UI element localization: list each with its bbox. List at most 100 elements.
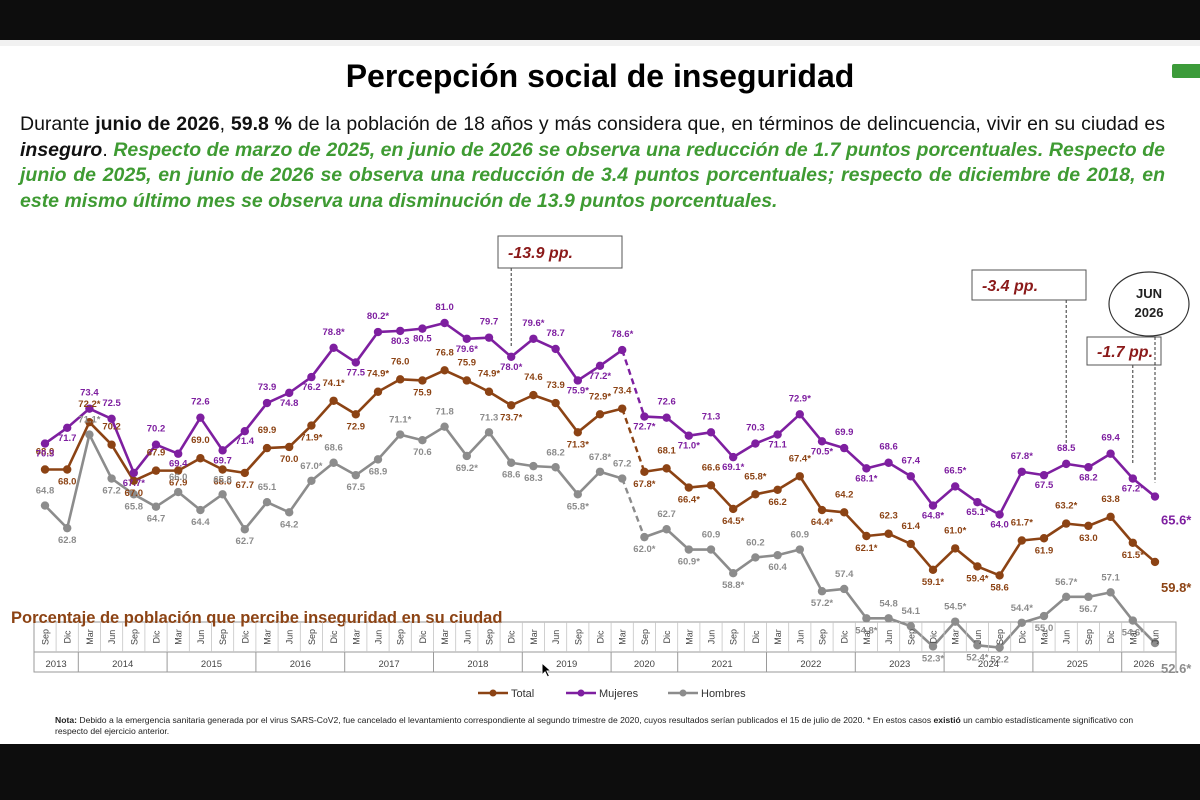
x-tick-label: Dic [929, 630, 939, 643]
data-point-mujeres [418, 324, 427, 333]
data-point-hombres [751, 553, 760, 562]
data-point-hombres [684, 545, 693, 554]
data-point-hombres [285, 508, 294, 517]
year-label: 2013 [46, 659, 67, 670]
data-label-hombres: 60.2 [746, 537, 765, 548]
x-tick-label: Mar [951, 629, 961, 645]
data-point-total [795, 472, 804, 481]
data-point-mujeres [1106, 449, 1115, 458]
x-tick-label: Sep [818, 629, 828, 645]
data-label-total: 68.0 [58, 477, 77, 488]
footnote-label: Nota: [55, 715, 77, 725]
data-label-total: 67.8* [633, 479, 655, 490]
data-label-hombres: 68.6 [502, 470, 521, 481]
data-label-mujeres: 78.8* [323, 327, 345, 338]
data-point-mujeres [640, 412, 649, 421]
data-label-mujeres: 67.4 [902, 455, 921, 466]
data-point-mujeres [973, 497, 982, 507]
intro-inseguro: inseguro [20, 138, 103, 161]
x-tick-label: Jun [107, 630, 117, 645]
x-tick-label: Sep [396, 629, 406, 645]
data-label-hombres: 71.3 [480, 412, 499, 423]
data-point-total [684, 483, 693, 492]
highlight-ellipse [1108, 271, 1190, 337]
data-label-hombres: 62.7 [657, 509, 676, 520]
data-point-mujeres [706, 428, 716, 437]
data-point-total [1084, 521, 1093, 531]
footnote-text: Debido a la emergencia sanitaria generad… [76, 715, 934, 725]
callout-label: -1.7 pp. [1097, 344, 1153, 361]
x-tick-label: Dic [596, 630, 606, 643]
data-point-mujeres [1039, 470, 1049, 480]
data-label-hombres: 57.4 [835, 569, 854, 580]
x-tick-label: Jun [374, 630, 384, 645]
year-label: 2014 [112, 659, 133, 670]
data-point-hombres [1150, 638, 1160, 648]
data-point-mujeres [884, 458, 893, 467]
data-point-mujeres [751, 439, 760, 448]
data-point-hombres [440, 422, 449, 431]
data-label-hombres: 52.2 [990, 655, 1009, 666]
data-point-mujeres [951, 482, 960, 491]
series-gap-hombres [621, 478, 646, 538]
data-label-mujeres: 72.9* [789, 393, 811, 404]
callout-box [1086, 336, 1162, 366]
data-point-hombres [551, 463, 560, 472]
data-point-total [285, 442, 294, 452]
x-tick-label: Sep [995, 629, 1005, 645]
data-point-mujeres [129, 468, 138, 478]
data-label-hombres: 52.3* [922, 653, 944, 664]
x-tick-label: Sep [129, 629, 139, 645]
data-point-total [307, 421, 316, 430]
data-label-mujeres: 68.6 [879, 442, 898, 453]
data-point-total [973, 562, 982, 571]
x-tick-label: Mar [1040, 629, 1050, 645]
data-point-mujeres [1084, 463, 1093, 472]
legend-label: Mujeres [599, 688, 639, 700]
data-point-total [329, 396, 338, 405]
x-tick-label: Sep [485, 629, 495, 645]
year-label: 2024 [978, 659, 999, 670]
data-point-total [462, 376, 471, 385]
data-point-total [440, 366, 449, 375]
data-point-total [85, 417, 94, 427]
x-tick-label: Jun [285, 630, 295, 645]
data-label-mujeres: 81.0 [435, 302, 454, 313]
data-label-mujeres: 78.7 [546, 328, 565, 339]
data-label-mujeres: 80.3 [391, 336, 410, 347]
data-label-mujeres: 72.6 [657, 397, 676, 408]
data-label-mujeres: 77.2* [589, 371, 611, 382]
data-label-total: 64.5* [722, 516, 744, 527]
data-label-hombres: 67.2 [102, 486, 121, 497]
x-tick-label: Dic [507, 630, 517, 643]
data-label-hombres: 64.4 [191, 517, 210, 528]
data-point-mujeres [40, 439, 50, 448]
data-label-hombres: 56.7* [1055, 577, 1077, 588]
data-point-mujeres [573, 376, 582, 385]
data-point-hombres [973, 641, 982, 650]
data-label-mujeres: 69.7 [213, 455, 232, 466]
x-tick-label: Sep [218, 629, 228, 645]
data-label-mujeres: 64.8* [922, 511, 944, 522]
x-tick-label: Mar [440, 629, 450, 645]
x-tick-label: Dic [418, 630, 428, 643]
data-point-total [862, 531, 871, 541]
data-point-mujeres [396, 326, 405, 336]
data-point-mujeres [174, 449, 183, 458]
data-label-hombres: 57.1 [1101, 572, 1120, 583]
data-point-total [240, 468, 249, 478]
data-label-hombres: 68.6 [324, 443, 343, 454]
data-point-total [218, 465, 227, 474]
data-point-mujeres [484, 333, 494, 342]
x-tick-label: Jun [973, 630, 983, 645]
year-label: 2021 [712, 659, 733, 670]
data-label-total: 76.0 [391, 356, 410, 367]
highlight-line1: JUN [1136, 286, 1162, 301]
data-label-mujeres: 79.6* [522, 318, 544, 329]
data-label-hombres: 69.2* [456, 463, 478, 474]
data-point-hombres [129, 490, 138, 499]
data-label-mujeres: 67.7* [123, 478, 145, 489]
data-point-total [418, 376, 427, 385]
data-point-hombres [773, 550, 782, 560]
x-tick-label: Mar [862, 629, 872, 645]
